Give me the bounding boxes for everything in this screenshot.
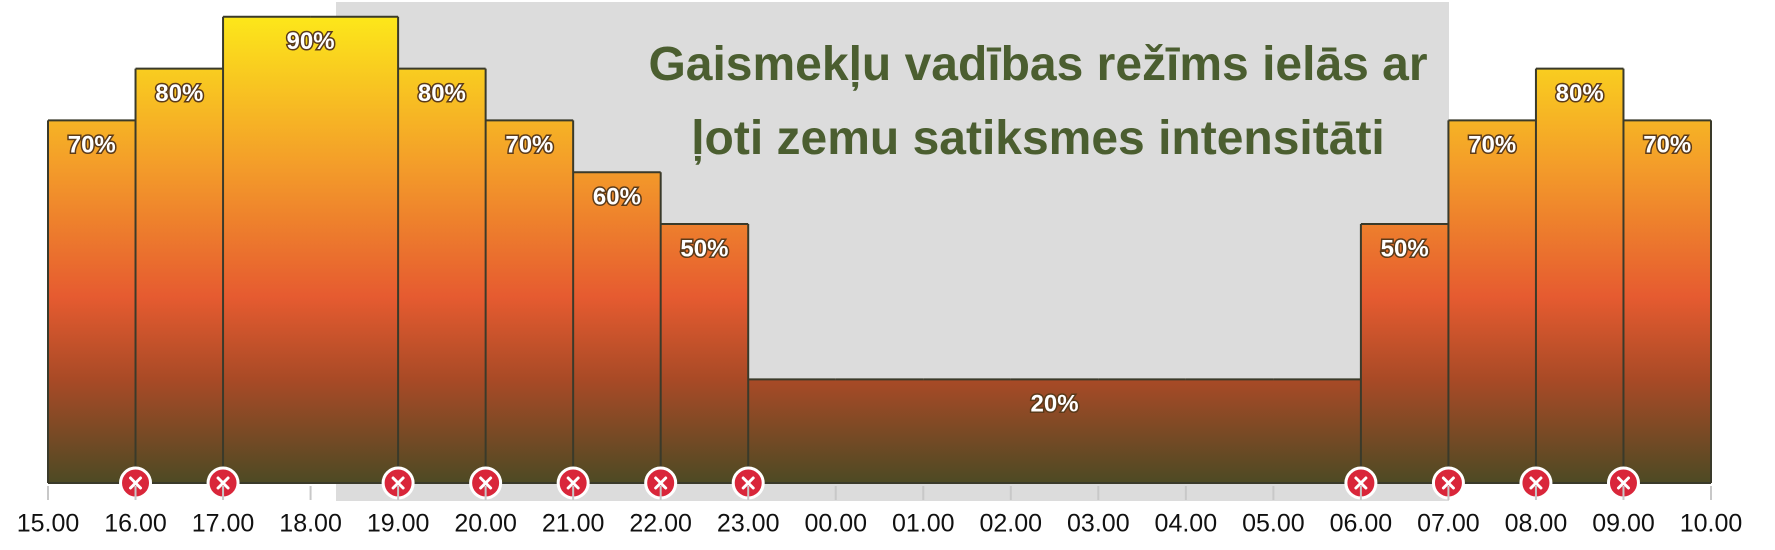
bar <box>1010 379 1099 483</box>
x-tick-label: 08.00 <box>1505 510 1568 538</box>
bar <box>135 68 224 483</box>
value-label: 20% <box>1031 391 1079 418</box>
value-label: 70% <box>68 132 116 159</box>
x-tick-label: 00.00 <box>804 510 867 538</box>
bar <box>1623 120 1712 484</box>
marker-cross <box>1441 476 1455 490</box>
x-tick-label: 23.00 <box>717 510 780 538</box>
bar <box>835 379 924 483</box>
bar <box>398 68 487 483</box>
marker-cross <box>741 476 755 490</box>
value-label: 80% <box>155 80 203 107</box>
x-tick-label: 10.00 <box>1680 510 1743 538</box>
x-tick-label: 06.00 <box>1330 510 1393 538</box>
bar <box>223 16 312 484</box>
chart-title: Gaismekļu vadības režīms ielās ar ļoti z… <box>648 38 1428 165</box>
marker-cross <box>1616 476 1630 490</box>
marker-cross <box>129 476 143 490</box>
bar <box>1535 68 1624 483</box>
value-label: 90% <box>287 28 335 55</box>
value-label: 60% <box>593 184 641 211</box>
bar <box>1273 379 1362 483</box>
x-tick-label: 03.00 <box>1067 510 1130 538</box>
switch-marker <box>1344 466 1378 500</box>
bar <box>1185 379 1274 483</box>
marker-cross <box>391 476 405 490</box>
value-label: 70% <box>505 132 553 159</box>
marker-cross <box>1354 476 1368 490</box>
x-tick-label: 05.00 <box>1242 510 1305 538</box>
x-tick-label: 01.00 <box>892 510 955 538</box>
bar <box>485 120 574 484</box>
bar <box>1360 224 1449 483</box>
bar <box>748 379 837 483</box>
x-tick-label: 17.00 <box>192 510 255 538</box>
switch-marker <box>644 466 678 500</box>
x-tick-label: 16.00 <box>104 510 167 538</box>
x-tick-label: 20.00 <box>454 510 517 538</box>
bar <box>1448 120 1537 484</box>
x-tick-label: 18.00 <box>279 510 342 538</box>
switch-marker <box>469 466 503 500</box>
x-tick-label: 15.00 <box>17 510 80 538</box>
switch-marker <box>1519 466 1553 500</box>
bar <box>48 120 137 484</box>
bar <box>573 172 662 483</box>
marker-cross <box>479 476 493 490</box>
value-label: 70% <box>1468 132 1516 159</box>
x-tick-label: 02.00 <box>980 510 1043 538</box>
x-tick-label: 19.00 <box>367 510 430 538</box>
marker-cross <box>566 476 580 490</box>
x-tick-label: 09.00 <box>1592 510 1655 538</box>
switch-marker <box>731 466 765 500</box>
bar <box>923 379 1012 483</box>
marker-cross <box>1529 476 1543 490</box>
value-label: 80% <box>418 80 466 107</box>
marker-cross <box>216 476 230 490</box>
x-tick-label: 04.00 <box>1155 510 1218 538</box>
bar <box>310 16 399 484</box>
value-label: 50% <box>680 235 728 262</box>
x-tick-label: 07.00 <box>1417 510 1480 538</box>
x-tick-label: 22.00 <box>629 510 692 538</box>
bar <box>660 224 749 483</box>
value-label: 50% <box>1381 235 1429 262</box>
marker-cross <box>654 476 668 490</box>
bar <box>1098 379 1187 483</box>
value-label: 80% <box>1556 80 1604 107</box>
value-label: 70% <box>1643 132 1691 159</box>
x-tick-label: 21.00 <box>542 510 605 538</box>
